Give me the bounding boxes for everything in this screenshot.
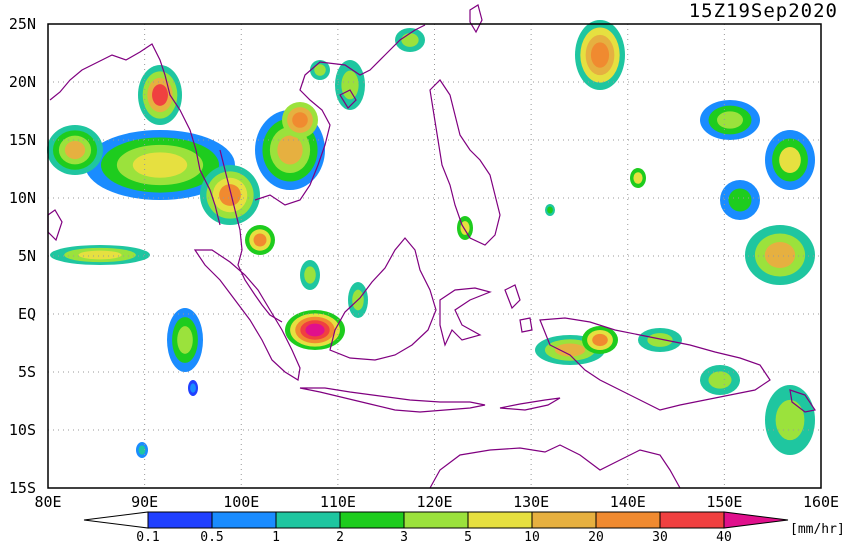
colorbar-swatch — [147, 511, 213, 529]
colorbar-tick: 0.5 — [200, 530, 224, 545]
coastline-java — [299, 387, 486, 413]
colorbar-tick: 3 — [400, 530, 408, 545]
lon-label: 90E — [131, 493, 159, 511]
timestamp: 15Z19Sep2020 — [688, 0, 838, 22]
rain-cell — [152, 84, 168, 106]
colorbar-tick: 0.1 — [136, 530, 160, 545]
colorbar-swatch — [531, 511, 597, 529]
lon-label: 140E — [609, 493, 646, 511]
colorbar-tick: 10 — [524, 530, 540, 545]
rain-cell — [708, 371, 732, 389]
colorbar-swatch — [467, 511, 533, 529]
rain-cell — [277, 135, 303, 165]
lat-label: 5N — [17, 247, 36, 265]
coastline-sri-lanka — [47, 209, 63, 242]
rain-cell — [219, 184, 241, 206]
coastline-taiwan — [469, 4, 483, 34]
rain-cell — [138, 445, 146, 455]
rain-cell — [764, 242, 796, 268]
rain-cell — [590, 42, 610, 68]
colorbar-swatch — [659, 511, 725, 529]
coastline-sulawesi — [439, 287, 492, 347]
rain-cell — [728, 188, 752, 212]
rain-cell — [64, 140, 86, 160]
rain-cell — [253, 233, 267, 247]
rain-cell — [633, 172, 643, 184]
rain-cell — [779, 147, 801, 173]
coastline-moluccas — [504, 284, 533, 333]
rain-cell — [401, 33, 419, 47]
lat-label: 20N — [8, 73, 36, 91]
coastline-hainan — [339, 89, 357, 109]
rain-cell — [592, 333, 608, 347]
rain-cell — [314, 64, 326, 76]
rain-cell — [78, 250, 122, 260]
rain-cell — [177, 326, 193, 354]
rain-cell — [554, 343, 586, 357]
coastline-new-guinea — [539, 317, 771, 411]
lon-label: 120E — [416, 493, 453, 511]
coastline-indochina — [254, 24, 426, 206]
lon-label: 160E — [802, 493, 840, 511]
rain-cell — [460, 221, 470, 235]
lat-label: 10S — [8, 421, 36, 439]
rain-cell — [775, 399, 805, 441]
lat-label: 10N — [8, 189, 36, 207]
lat-label: 15S — [8, 479, 36, 497]
lat-label: 25N — [8, 15, 36, 33]
lon-label: 150E — [706, 493, 743, 511]
rain-cell — [305, 323, 325, 337]
colorbar-swatch — [403, 511, 469, 529]
coastline-australia — [429, 444, 681, 489]
lon-label: 110E — [319, 493, 356, 511]
lon-label: 100E — [223, 493, 260, 511]
lat-label: 5S — [17, 363, 36, 381]
coastline-malay-peninsula — [219, 149, 283, 323]
rain-cell — [547, 206, 553, 214]
rain-cell — [717, 111, 743, 129]
coastline-sumatra — [193, 249, 301, 381]
colorbar-swatch — [595, 511, 661, 529]
colorbar-swatch — [211, 511, 277, 529]
colorbar-tick: 20 — [588, 530, 604, 545]
colorbar-tick: 2 — [336, 530, 344, 545]
rain-cell — [647, 333, 673, 347]
colorbar-tick: 30 — [652, 530, 668, 545]
colorbar-tick: 5 — [464, 530, 472, 545]
colorbar-max-arrow — [723, 511, 789, 529]
coastline-solomons — [789, 389, 816, 413]
rain-cell — [190, 383, 196, 393]
colorbar-min-arrow — [83, 511, 149, 529]
lon-label: 130E — [513, 493, 550, 511]
lat-label: 15N — [8, 131, 36, 149]
coastline-india-myanmar — [49, 43, 221, 226]
rain-cell — [341, 70, 359, 100]
rain-cell — [304, 266, 316, 284]
lat-label: EQ — [17, 305, 36, 323]
lon-label: 80E — [34, 493, 62, 511]
rain-cell — [132, 152, 188, 178]
rain-cell — [292, 112, 308, 128]
coastline-borneo — [329, 237, 437, 361]
coastline-timor — [499, 397, 561, 411]
colorbar-units: [mm/hr] — [790, 522, 845, 537]
rainfall-field — [47, 20, 815, 458]
colorbar-tick: 1 — [272, 530, 280, 545]
coastlines — [47, 4, 816, 489]
colorbar-swatch — [275, 511, 341, 529]
colorbar-swatch — [339, 511, 405, 529]
colorbar-tick: 40 — [716, 530, 732, 545]
coastline-philippines — [429, 79, 501, 246]
colorbar — [83, 511, 789, 529]
map-frame — [47, 23, 822, 489]
